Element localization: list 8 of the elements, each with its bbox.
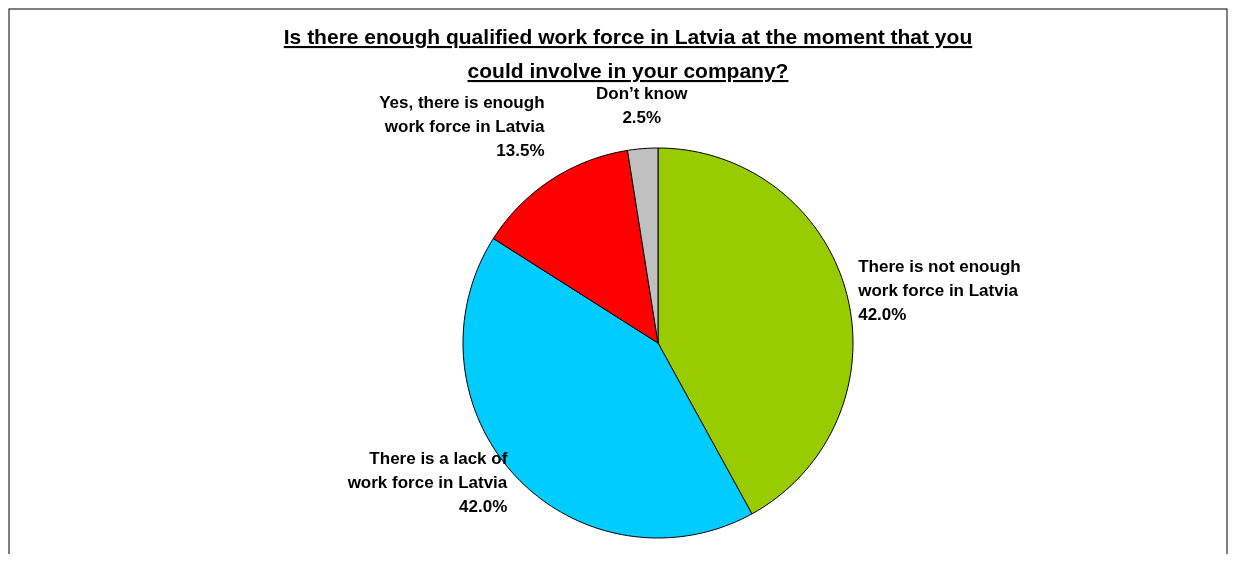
slice-label: There is not enough work force in Latvia bbox=[857, 256, 1021, 300]
slice-label: Don’t know bbox=[595, 83, 689, 103]
data-label: 42.0% bbox=[459, 497, 508, 517]
chart-title: Is there enough qualified work force in Latvia at the moment that you could involve in your company? bbox=[283, 25, 973, 82]
slice-label: Yes, there is enough work force in Latvia bbox=[379, 93, 546, 137]
data-label: 2.5% bbox=[622, 107, 662, 127]
data-label: 13.5% bbox=[496, 141, 545, 161]
data-label: 42.0% bbox=[858, 304, 907, 324]
